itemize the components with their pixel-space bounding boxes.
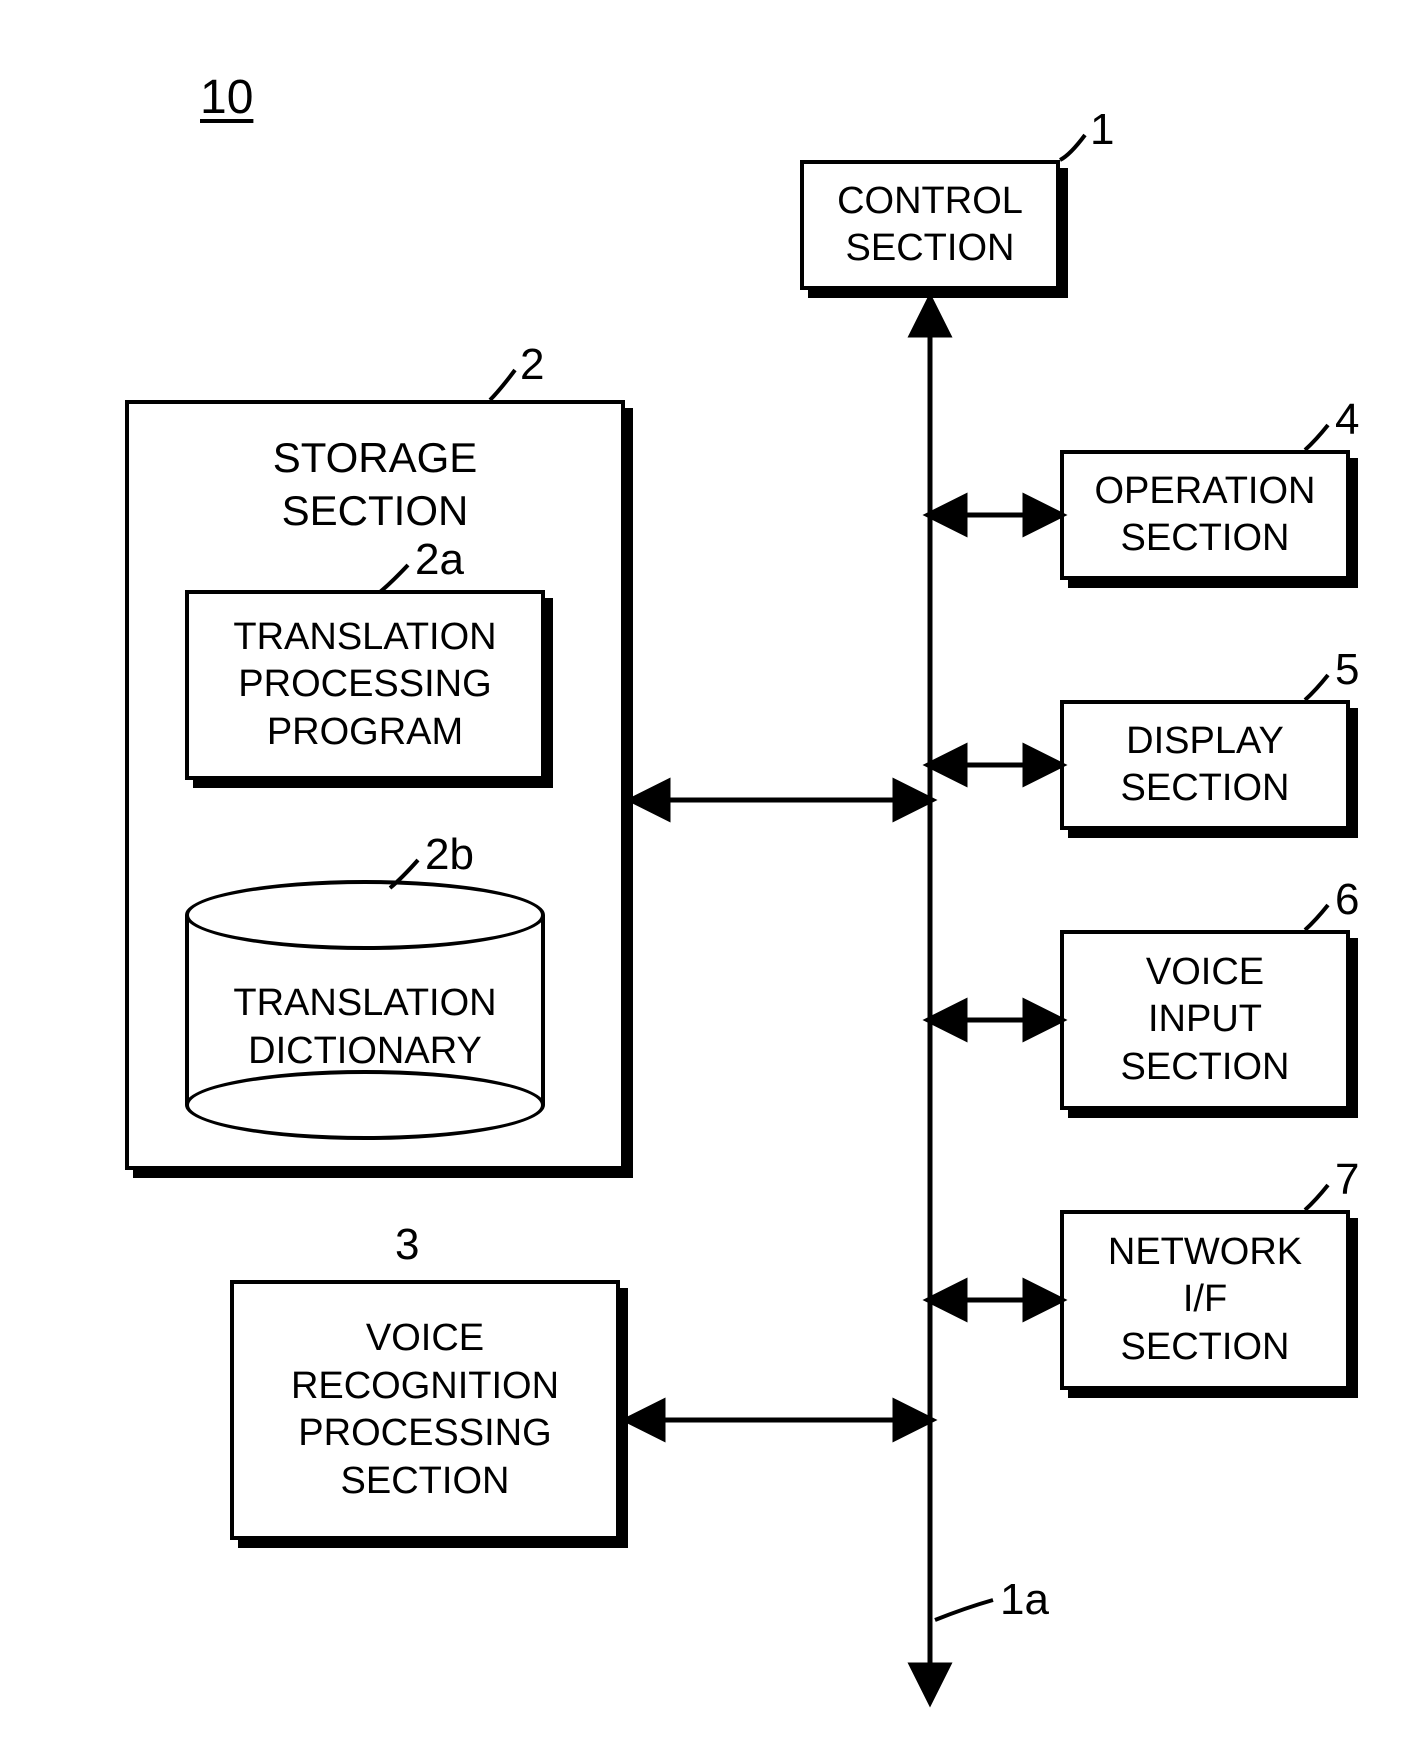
control-section-block: CONTROL SECTION (800, 160, 1060, 290)
block-line: CONTROL (837, 178, 1023, 226)
block-line: SECTION (846, 225, 1015, 273)
block-title-line: SECTION (282, 485, 469, 538)
display-section-block: DISPLAY SECTION (1060, 700, 1350, 830)
ref-label-1a: 1a (1000, 1575, 1049, 1625)
voice-input-block: VOICE INPUT SECTION (1060, 930, 1350, 1110)
translation-program-block: TRANSLATION PROCESSING PROGRAM (185, 590, 545, 780)
ref-label-4: 4 (1335, 395, 1359, 445)
leader-7 (1305, 1185, 1328, 1210)
block-line: SECTION (341, 1458, 510, 1506)
block-line: INPUT (1148, 996, 1262, 1044)
operation-section-block: OPERATION SECTION (1060, 450, 1350, 580)
block-line: NETWORK (1108, 1229, 1302, 1277)
block-line: PROGRAM (267, 709, 463, 757)
block-line: I/F (1183, 1276, 1227, 1324)
leader-6 (1305, 905, 1328, 930)
ref-label-6: 6 (1335, 875, 1359, 925)
ref-label-1: 1 (1090, 105, 1114, 155)
ref-label-3: 3 (395, 1220, 419, 1270)
block-title-line: STORAGE (273, 432, 478, 485)
block-line: TRANSLATION (233, 614, 496, 662)
ref-label-5: 5 (1335, 645, 1359, 695)
block-line: VOICE (1146, 949, 1264, 997)
block-line: SECTION (1121, 515, 1290, 563)
network-if-block: NETWORK I/F SECTION (1060, 1210, 1350, 1390)
diagram-canvas: 10 CONTROL SECTION 1 STORAGE SECTION 2 T… (0, 0, 1418, 1743)
block-line: SECTION (1121, 765, 1290, 813)
leader-2 (490, 370, 515, 400)
leader-1a (935, 1600, 993, 1620)
ref-label-2: 2 (520, 340, 544, 390)
block-line: DISPLAY (1126, 718, 1284, 766)
block-line: PROCESSING (298, 1410, 551, 1458)
translation-dictionary-cylinder: TRANSLATION DICTIONARY (185, 880, 545, 1140)
block-line: RECOGNITION (291, 1363, 559, 1411)
cylinder-line: DICTIONARY (248, 1030, 482, 1072)
leader-4 (1305, 425, 1328, 450)
block-line: SECTION (1121, 1324, 1290, 1372)
cylinder-line: TRANSLATION (233, 982, 496, 1024)
block-line: SECTION (1121, 1044, 1290, 1092)
block-line: PROCESSING (238, 661, 491, 709)
block-line: OPERATION (1095, 468, 1316, 516)
ref-label-7: 7 (1335, 1155, 1359, 1205)
figure-number: 10 (200, 70, 253, 125)
ref-label-2a: 2a (415, 535, 464, 585)
voice-recognition-block: VOICE RECOGNITION PROCESSING SECTION (230, 1280, 620, 1540)
leader-1 (1060, 135, 1085, 160)
leader-5 (1305, 675, 1328, 700)
block-line: VOICE (366, 1315, 484, 1363)
ref-label-2b: 2b (425, 830, 474, 880)
